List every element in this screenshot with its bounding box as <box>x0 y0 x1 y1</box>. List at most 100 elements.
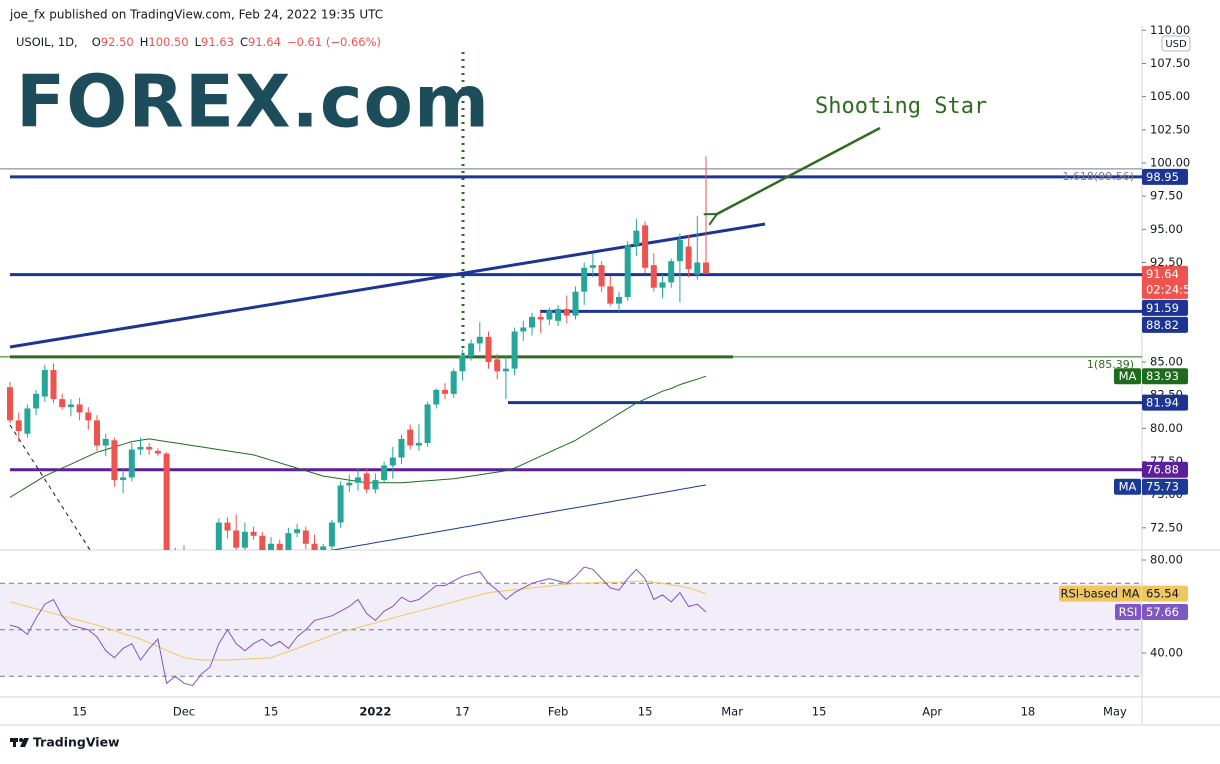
x-tick-label: 2022 <box>359 705 391 719</box>
candle-body <box>24 408 31 434</box>
candle-body <box>511 331 518 369</box>
candle-body <box>616 296 622 304</box>
countdown: 02:24:56 <box>1146 282 1198 296</box>
y-tick-label: 107.50 <box>1150 56 1190 70</box>
candle-body <box>294 529 301 534</box>
rsi-line <box>9 580 707 661</box>
candle-body <box>15 420 22 431</box>
currency: USD <box>1165 39 1187 50</box>
candle-body <box>268 543 274 550</box>
candle-body <box>659 282 666 288</box>
candle-body <box>668 261 675 283</box>
ma-name: MA <box>1119 369 1137 383</box>
x-tick-label: 18 <box>1021 705 1036 719</box>
candle-body <box>546 310 553 320</box>
rsi-badge: 57.66 <box>1146 605 1179 619</box>
candle-body <box>102 438 109 446</box>
y-tick-label: 95.00 <box>1150 222 1183 236</box>
x-tick-label: 15 <box>812 705 827 719</box>
candle-body <box>154 450 161 454</box>
candle-body <box>581 267 588 292</box>
level-badge-box <box>1142 316 1188 333</box>
y-tick-label: 85.00 <box>1150 354 1183 368</box>
ohlc-value: 91.64 <box>248 35 281 49</box>
price-panel <box>0 52 1142 550</box>
level-badge-box <box>1142 168 1188 185</box>
candle-body <box>459 355 466 372</box>
candle-body <box>485 336 492 362</box>
candle-body <box>276 543 283 550</box>
ohlc-value: 92.50 <box>101 35 134 49</box>
ma-badge: 75.73 <box>1146 480 1179 494</box>
candle-body <box>67 404 74 408</box>
candle-body <box>146 446 153 450</box>
ohlc-value: −0.61 (−0.66%) <box>287 35 381 49</box>
rsi-y-tick-label: 40.00 <box>1150 646 1183 660</box>
candle-body <box>233 530 240 548</box>
level-badge: 81.94 <box>1146 396 1179 410</box>
candle-body <box>76 404 83 413</box>
rsi-name-box <box>1115 603 1141 620</box>
candle-body <box>537 316 544 320</box>
candle-body <box>415 442 422 446</box>
y-tick-label: 92.50 <box>1150 255 1183 269</box>
candle-body <box>372 480 379 490</box>
candle-body <box>285 533 292 550</box>
x-tick-label: May <box>1103 705 1127 719</box>
rsi-name: RSI-based MA <box>1061 587 1140 601</box>
publisher: joe_fx published on TradingView.com, Feb… <box>9 8 383 22</box>
y-tick-label: 80.00 <box>1150 421 1183 435</box>
level-badge: 91.59 <box>1146 301 1179 315</box>
candle-body <box>442 389 448 394</box>
level-badge-box <box>1142 299 1188 316</box>
ma-name: MA <box>1119 480 1137 494</box>
y-tick-label: 105.00 <box>1150 89 1190 103</box>
candle-body <box>241 531 248 548</box>
candle-body <box>128 449 135 478</box>
ma-name-box <box>1114 478 1141 495</box>
candle-body <box>50 369 57 400</box>
footer-logo <box>10 738 29 747</box>
candle-body <box>433 389 440 405</box>
candle-body <box>259 535 266 550</box>
x-tick-label: 15 <box>264 705 279 719</box>
ohlc-letter: H <box>140 35 149 49</box>
x-tick-label: 15 <box>638 705 653 719</box>
candle-body <box>59 399 66 408</box>
fib-label: 1(85.39) <box>1087 358 1134 371</box>
rsi-badge-box <box>1142 585 1188 602</box>
candle-body <box>163 453 170 550</box>
x-tick-label: 15 <box>72 705 87 719</box>
candle-body <box>685 246 692 270</box>
candle-body <box>607 286 614 304</box>
currency-box <box>1161 35 1191 52</box>
candle-body <box>85 412 92 421</box>
rsi-name-box <box>1059 585 1141 602</box>
candle-body <box>41 369 48 397</box>
candle-body <box>120 477 127 481</box>
y-tick-label: 97.50 <box>1150 189 1183 203</box>
ma-badge-box <box>1142 478 1188 495</box>
candle-body <box>502 368 509 372</box>
annotation: Shooting Star <box>815 94 987 119</box>
candle-body <box>450 371 457 394</box>
candle-body <box>311 543 318 550</box>
candle-body <box>520 327 527 332</box>
candle-body <box>346 482 353 486</box>
footer-brand: TradingView <box>33 735 120 750</box>
rsi-badge-box <box>1142 603 1188 620</box>
candle-body <box>476 336 483 344</box>
level-badge-box <box>1142 461 1188 478</box>
candle-body <box>337 485 344 523</box>
candle-body <box>398 438 405 458</box>
legend: USOIL, 1D, O92.50 H100.50 L91.63 C91.64 −0.61… <box>16 35 381 49</box>
rsi-name: RSI <box>1119 605 1138 619</box>
candle-body <box>224 522 231 531</box>
x-tick-label: 17 <box>455 705 470 719</box>
rsi-panel <box>0 566 1142 687</box>
candle-body <box>694 262 701 275</box>
candle-body <box>94 420 100 446</box>
